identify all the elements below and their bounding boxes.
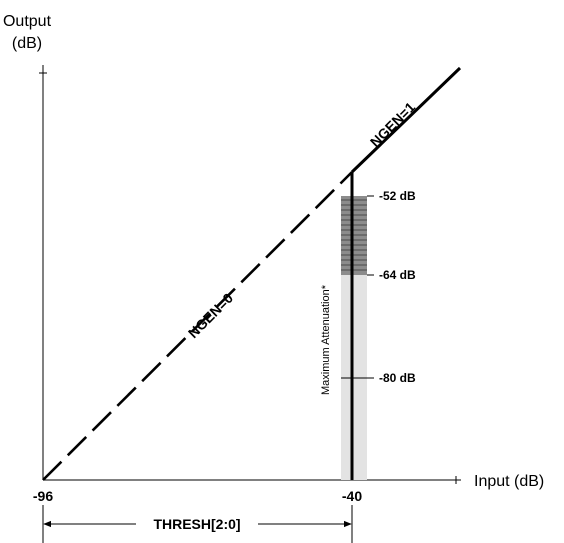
hatch-lines	[341, 199, 367, 271]
ngen0-dashed-line	[42, 171, 353, 481]
ngen0-label: NGEN=0	[185, 290, 236, 341]
level-label-64: -64 dB	[379, 268, 416, 282]
ngen1-solid-line	[350, 66, 462, 174]
output-axis-label-line1: Output	[3, 13, 52, 30]
thresh-label: THRESH[2:0]	[153, 516, 240, 532]
x-tick-label-right: -40	[342, 488, 362, 504]
output-axis-label-line2: (dB)	[12, 35, 42, 52]
max-attenuation-label: Maximum Attenuation*	[320, 284, 332, 395]
x-tick-label-left: -96	[33, 488, 53, 504]
level-label-52: -52 dB	[379, 189, 416, 203]
input-axis-label: Input (dB)	[474, 473, 544, 490]
level-label-80: -80 dB	[379, 371, 416, 385]
ngen1-label: NGEN=1	[367, 99, 418, 150]
